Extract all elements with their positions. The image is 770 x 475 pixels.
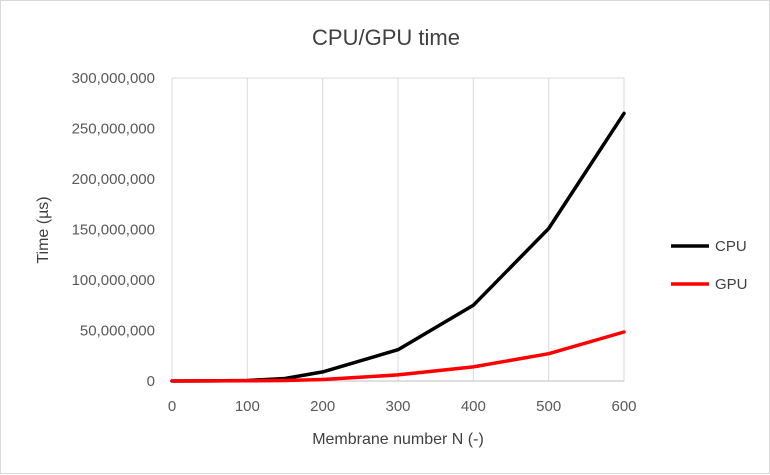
gridlines [171,77,625,381]
y-axis-label: Time (µs) [35,196,52,263]
y-tick-label-1: 50,000,000 [80,323,155,340]
x-tick-label-5: 500 [536,398,561,415]
y-tick-label-2: 100,000,000 [72,272,155,289]
x-tick-label-6: 600 [611,398,636,415]
tick-labels: 0 100 200 300 400 500 600 0 50,000,000 100,000,00… [72,70,637,415]
series-line-gpu [170,330,626,383]
y-tick-label-4: 200,000,000 [72,171,155,188]
y-tick-label-6: 300,000,000 [72,70,155,87]
chart-title: CPU/GPU time [312,25,460,50]
y-tick-label-3: 150,000,000 [72,222,155,239]
legend-label-gpu: GPU [715,276,748,293]
series-lines [170,111,626,383]
y-tick-label-0: 0 [147,373,155,390]
x-tick-label-4: 400 [461,398,486,415]
x-axis-label: Membrane number N (-) [312,431,484,448]
x-tick-label-0: 0 [168,398,176,415]
x-tick-label-1: 100 [235,398,260,415]
legend-label-cpu: CPU [715,238,747,255]
legend: CPU GPU [671,238,748,293]
x-tick-label-3: 300 [385,398,410,415]
x-tick-label-2: 200 [310,398,335,415]
y-tick-label-5: 250,000,000 [72,121,155,138]
